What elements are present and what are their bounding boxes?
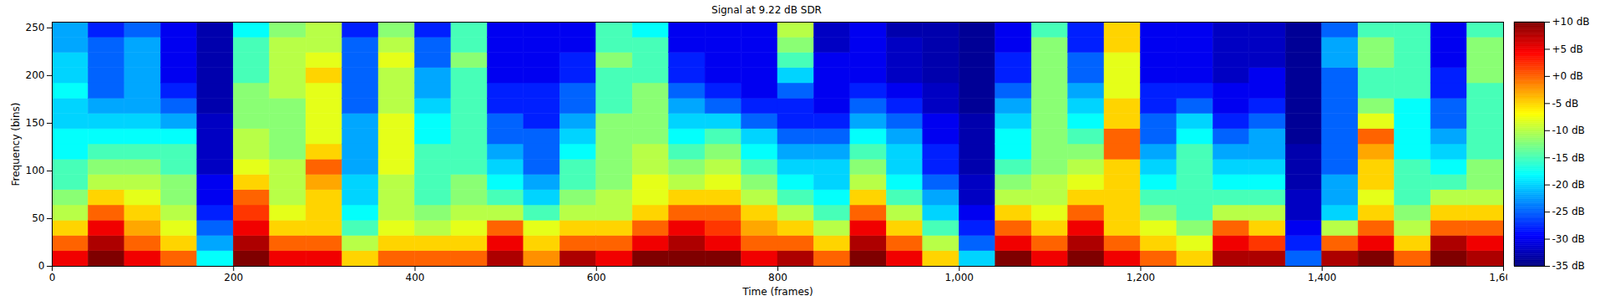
svg-text:800: 800 — [768, 271, 788, 284]
svg-text:250: 250 — [25, 21, 46, 34]
svg-text:1,400: 1,400 — [1307, 271, 1337, 284]
svg-text:+5 dB: +5 dB — [1552, 43, 1584, 56]
svg-text:-10 dB: -10 dB — [1552, 124, 1585, 137]
svg-text:Time (frames): Time (frames) — [741, 285, 813, 298]
svg-text:1,200: 1,200 — [1126, 271, 1155, 284]
svg-text:-30 dB: -30 dB — [1552, 232, 1585, 245]
svg-text:150: 150 — [25, 116, 46, 129]
svg-text:1,600: 1,600 — [1488, 271, 1508, 284]
svg-text:+10 dB: +10 dB — [1552, 16, 1590, 28]
svg-text:-25 dB: -25 dB — [1552, 205, 1585, 218]
svg-text:100: 100 — [25, 164, 46, 177]
svg-text:-15 dB: -15 dB — [1552, 151, 1585, 164]
svg-text:400: 400 — [405, 271, 426, 284]
svg-text:-35 dB: -35 dB — [1552, 259, 1585, 272]
svg-text:-5 dB: -5 dB — [1552, 97, 1580, 110]
svg-text:-20 dB: -20 dB — [1552, 178, 1585, 191]
svg-text:600: 600 — [587, 271, 607, 284]
html-text:Signal at 9.22 dB SDR: Signal at 9.22 dB SDR — [711, 4, 822, 16]
svg-text:Frequency (bins): Frequency (bins) — [10, 102, 22, 187]
svg-text:0: 0 — [38, 259, 46, 272]
svg-text:200: 200 — [223, 271, 244, 284]
svg-text:200: 200 — [25, 69, 46, 82]
svg-text:+0 dB: +0 dB — [1552, 70, 1584, 82]
svg-text:0: 0 — [49, 271, 56, 284]
svg-text:50: 50 — [31, 212, 45, 224]
svg-text:1,000: 1,000 — [945, 271, 974, 284]
